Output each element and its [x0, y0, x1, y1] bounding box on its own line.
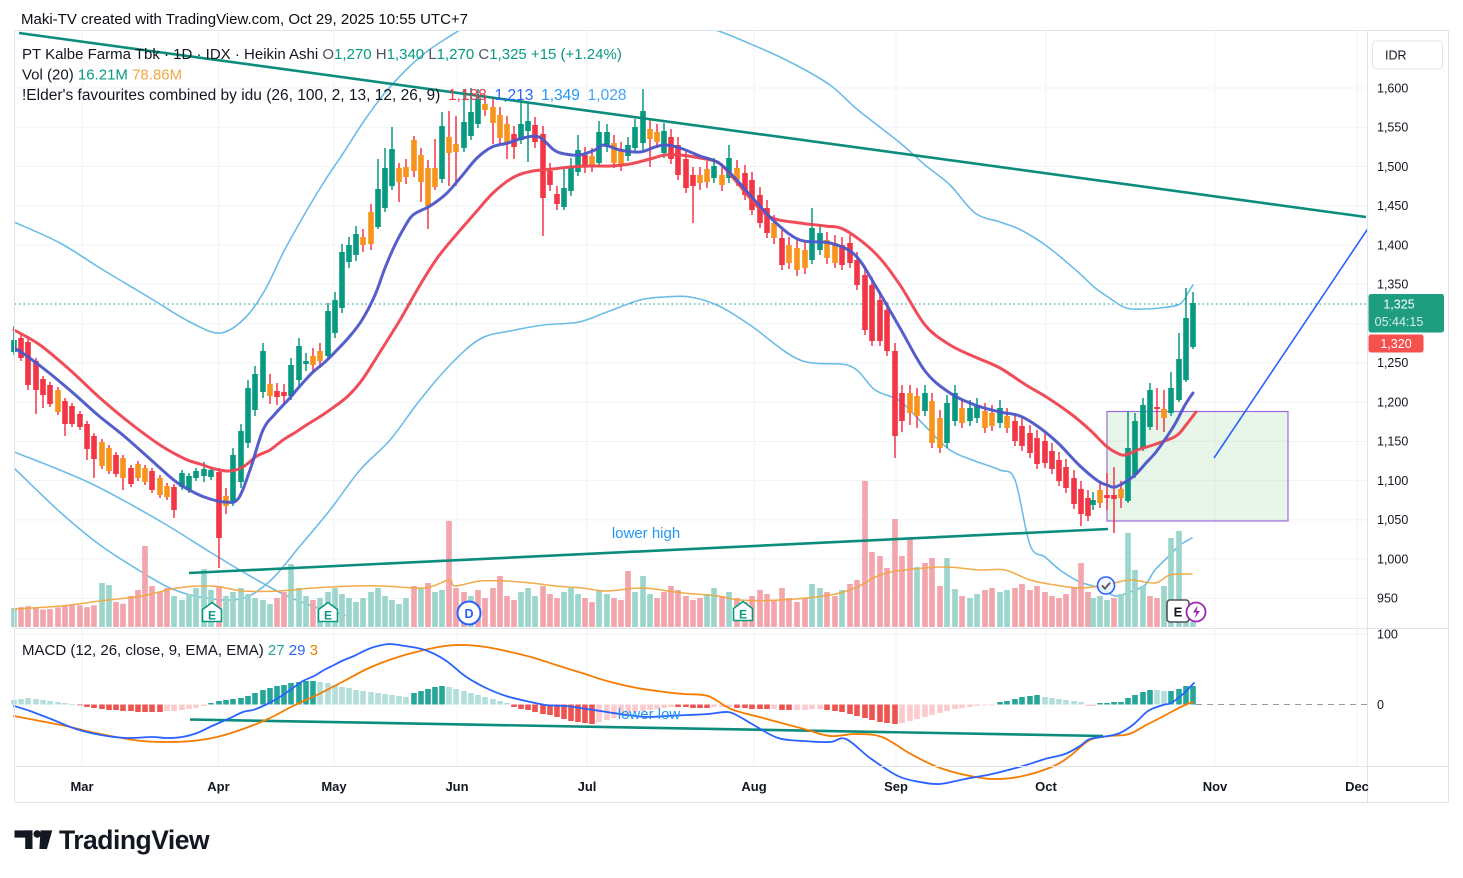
svg-text:1,450: 1,450 [1377, 199, 1408, 213]
svg-text:PT Kalbe Farma Tbk · 1D · IDX: PT Kalbe Farma Tbk · 1D · IDX · Heikin A… [22, 46, 622, 63]
svg-text:TradingView: TradingView [59, 825, 210, 855]
svg-text:1,350: 1,350 [1377, 278, 1408, 292]
svg-text:1,500: 1,500 [1377, 160, 1408, 174]
svg-text:1,100: 1,100 [1377, 474, 1408, 488]
svg-text:Aug: Aug [741, 779, 766, 794]
svg-text:1,325: 1,325 [1383, 298, 1414, 312]
svg-text:D: D [464, 607, 473, 621]
svg-text:1,400: 1,400 [1377, 238, 1408, 252]
svg-text:100: 100 [1377, 627, 1398, 641]
svg-text:1,600: 1,600 [1377, 81, 1408, 95]
svg-text:E: E [324, 609, 332, 623]
svg-text:!Elder's favourites combined b: !Elder's favourites combined by idu (26,… [22, 87, 626, 104]
svg-text:Dec: Dec [1345, 779, 1369, 794]
svg-text:E: E [739, 608, 747, 622]
svg-text:E: E [1174, 605, 1183, 620]
svg-text:Apr: Apr [207, 779, 229, 794]
svg-text:1,550: 1,550 [1377, 121, 1408, 135]
svg-text:1,320: 1,320 [1380, 337, 1411, 351]
svg-text:0: 0 [1377, 698, 1384, 712]
svg-text:950: 950 [1377, 592, 1398, 606]
svg-text:05:44:15: 05:44:15 [1375, 315, 1424, 329]
svg-text:Jun: Jun [445, 779, 468, 794]
svg-text:Vol (20) 16.21M 78.86M: Vol (20) 16.21M 78.86M [22, 67, 182, 84]
svg-text:MACD (12, 26, close, 9, EMA, E: MACD (12, 26, close, 9, EMA, EMA) 27 29 … [22, 642, 318, 659]
svg-text:Nov: Nov [1203, 779, 1228, 794]
svg-text:Maki-TV created with TradingVi: Maki-TV created with TradingView.com, Oc… [21, 11, 468, 28]
svg-text:Jul: Jul [578, 779, 597, 794]
svg-text:Mar: Mar [70, 779, 93, 794]
svg-text:1,250: 1,250 [1377, 356, 1408, 370]
svg-text:lower high: lower high [612, 525, 680, 542]
svg-text:E: E [208, 609, 216, 623]
svg-text:1,050: 1,050 [1377, 513, 1408, 527]
svg-text:1,000: 1,000 [1377, 552, 1408, 566]
svg-text:IDR: IDR [1385, 49, 1407, 63]
svg-text:lower low: lower low [618, 706, 681, 723]
svg-text:1,200: 1,200 [1377, 395, 1408, 409]
svg-text:1,150: 1,150 [1377, 435, 1408, 449]
svg-text:May: May [321, 779, 347, 794]
svg-text:Sep: Sep [884, 779, 908, 794]
svg-text:Oct: Oct [1035, 779, 1057, 794]
